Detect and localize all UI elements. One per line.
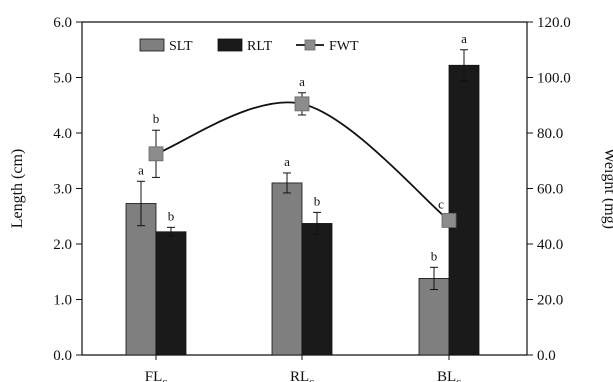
significance-label: a [461, 31, 467, 46]
y2-tick-label: 80.0 [537, 126, 563, 142]
y2-tick-label: 60.0 [537, 182, 563, 198]
y-tick-label: 4.0 [53, 126, 72, 142]
y-tick-label: 6.0 [53, 15, 72, 31]
bars [125, 49, 480, 356]
legend-label: RLT [247, 39, 273, 54]
legend-swatch-slt [139, 38, 165, 52]
bar-rlt [155, 231, 187, 356]
legend-label: SLT [169, 39, 193, 54]
x-tick-label: FLc [145, 369, 168, 382]
y2-tick-label: 0.0 [537, 348, 556, 364]
y-tick-label: 0.0 [53, 348, 72, 364]
legend-swatch-rlt [217, 38, 243, 52]
significance-label: b [153, 111, 160, 126]
significance-label: a [284, 154, 290, 169]
legend-label: FWT [329, 39, 359, 54]
fwt-series [148, 92, 457, 228]
y-tick-label: 2.0 [53, 237, 72, 253]
bar-rlt [301, 223, 333, 356]
x-tick-label: RLc [290, 369, 314, 382]
fwt-line [155, 101, 450, 222]
significance-label: b [431, 248, 438, 263]
x-tick-label: BLc [437, 369, 461, 382]
fwt-marker [441, 213, 457, 228]
significance-labels: a a b b b a b a c [138, 31, 467, 264]
y2-tick-label: 20.0 [537, 293, 563, 309]
significance-label: b [314, 193, 321, 208]
axes: 0.0 1.0 2.0 3.0 4.0 5.0 6.0 0.0 20.0 40.0 60.0 80.0… [53, 15, 571, 382]
bar-rlt [448, 64, 480, 356]
legend-marker-fwt [304, 39, 316, 51]
significance-label: a [138, 162, 144, 177]
y2-tick-label: 100.0 [537, 71, 571, 87]
y2-tick-label: 40.0 [537, 237, 563, 253]
bar-slt [418, 278, 450, 356]
significance-label: c [438, 196, 444, 211]
y-tick-label: 3.0 [53, 182, 72, 198]
y-axis-title: Length (cm) [9, 149, 26, 229]
y-tick-label: 1.0 [53, 293, 72, 309]
bar-slt [271, 182, 303, 356]
y2-tick-label: 120.0 [537, 15, 571, 31]
y-tick-label: 5.0 [53, 71, 72, 87]
y2-axis-title: Weight (mg) [601, 148, 613, 229]
fwt-marker [294, 96, 310, 112]
significance-label: a [299, 74, 305, 89]
fwt-marker [148, 146, 164, 162]
significance-label: b [168, 208, 175, 223]
legend: SLT RLT FWT [139, 38, 359, 54]
bar-slt [125, 203, 157, 356]
